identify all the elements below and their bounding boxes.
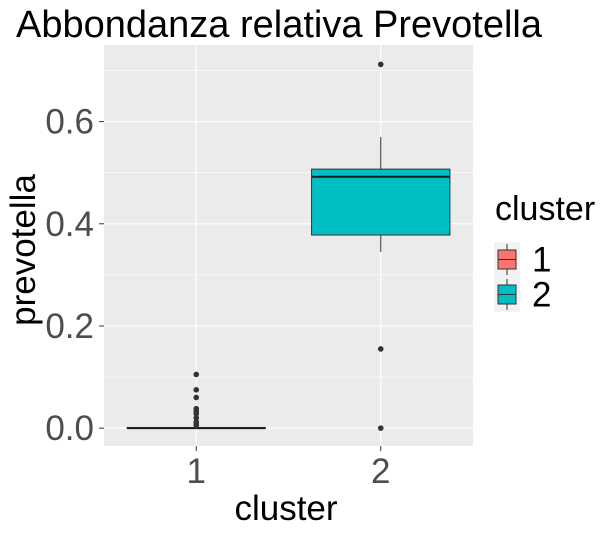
y-tick-label: 0.0	[45, 409, 94, 448]
outlier-point	[193, 419, 200, 425]
outlier-point	[377, 346, 384, 352]
y-tick-label: 0.6	[45, 103, 94, 142]
outlier-point	[377, 425, 384, 431]
chart-title: Abbondanza relativa Prevotella	[16, 4, 543, 46]
outlier-point	[377, 61, 384, 68]
y-tick-label: 0.2	[45, 307, 94, 346]
plot-background	[104, 45, 473, 446]
y-tick-label: 0.4	[45, 205, 94, 244]
legend-label-2: 2	[532, 276, 551, 315]
x-tick-label: 1	[187, 452, 206, 491]
outlier-point	[193, 394, 200, 401]
box-cluster-2	[311, 168, 451, 236]
x-axis-title: cluster	[234, 489, 337, 528]
outlier-point	[193, 387, 200, 393]
x-tick-label: 2	[371, 452, 390, 491]
outlier-point	[193, 415, 200, 421]
legend: cluster 12	[494, 190, 595, 315]
outlier-point	[193, 405, 200, 412]
legend-title: cluster	[495, 190, 595, 228]
plot-area	[104, 45, 473, 446]
legend-label-1: 1	[532, 241, 551, 280]
y-axis-title: prevotella	[4, 174, 43, 326]
outlier-point	[193, 371, 200, 378]
y-axis-ticks: 0.0 0.2 0.4 0.6	[45, 103, 104, 448]
